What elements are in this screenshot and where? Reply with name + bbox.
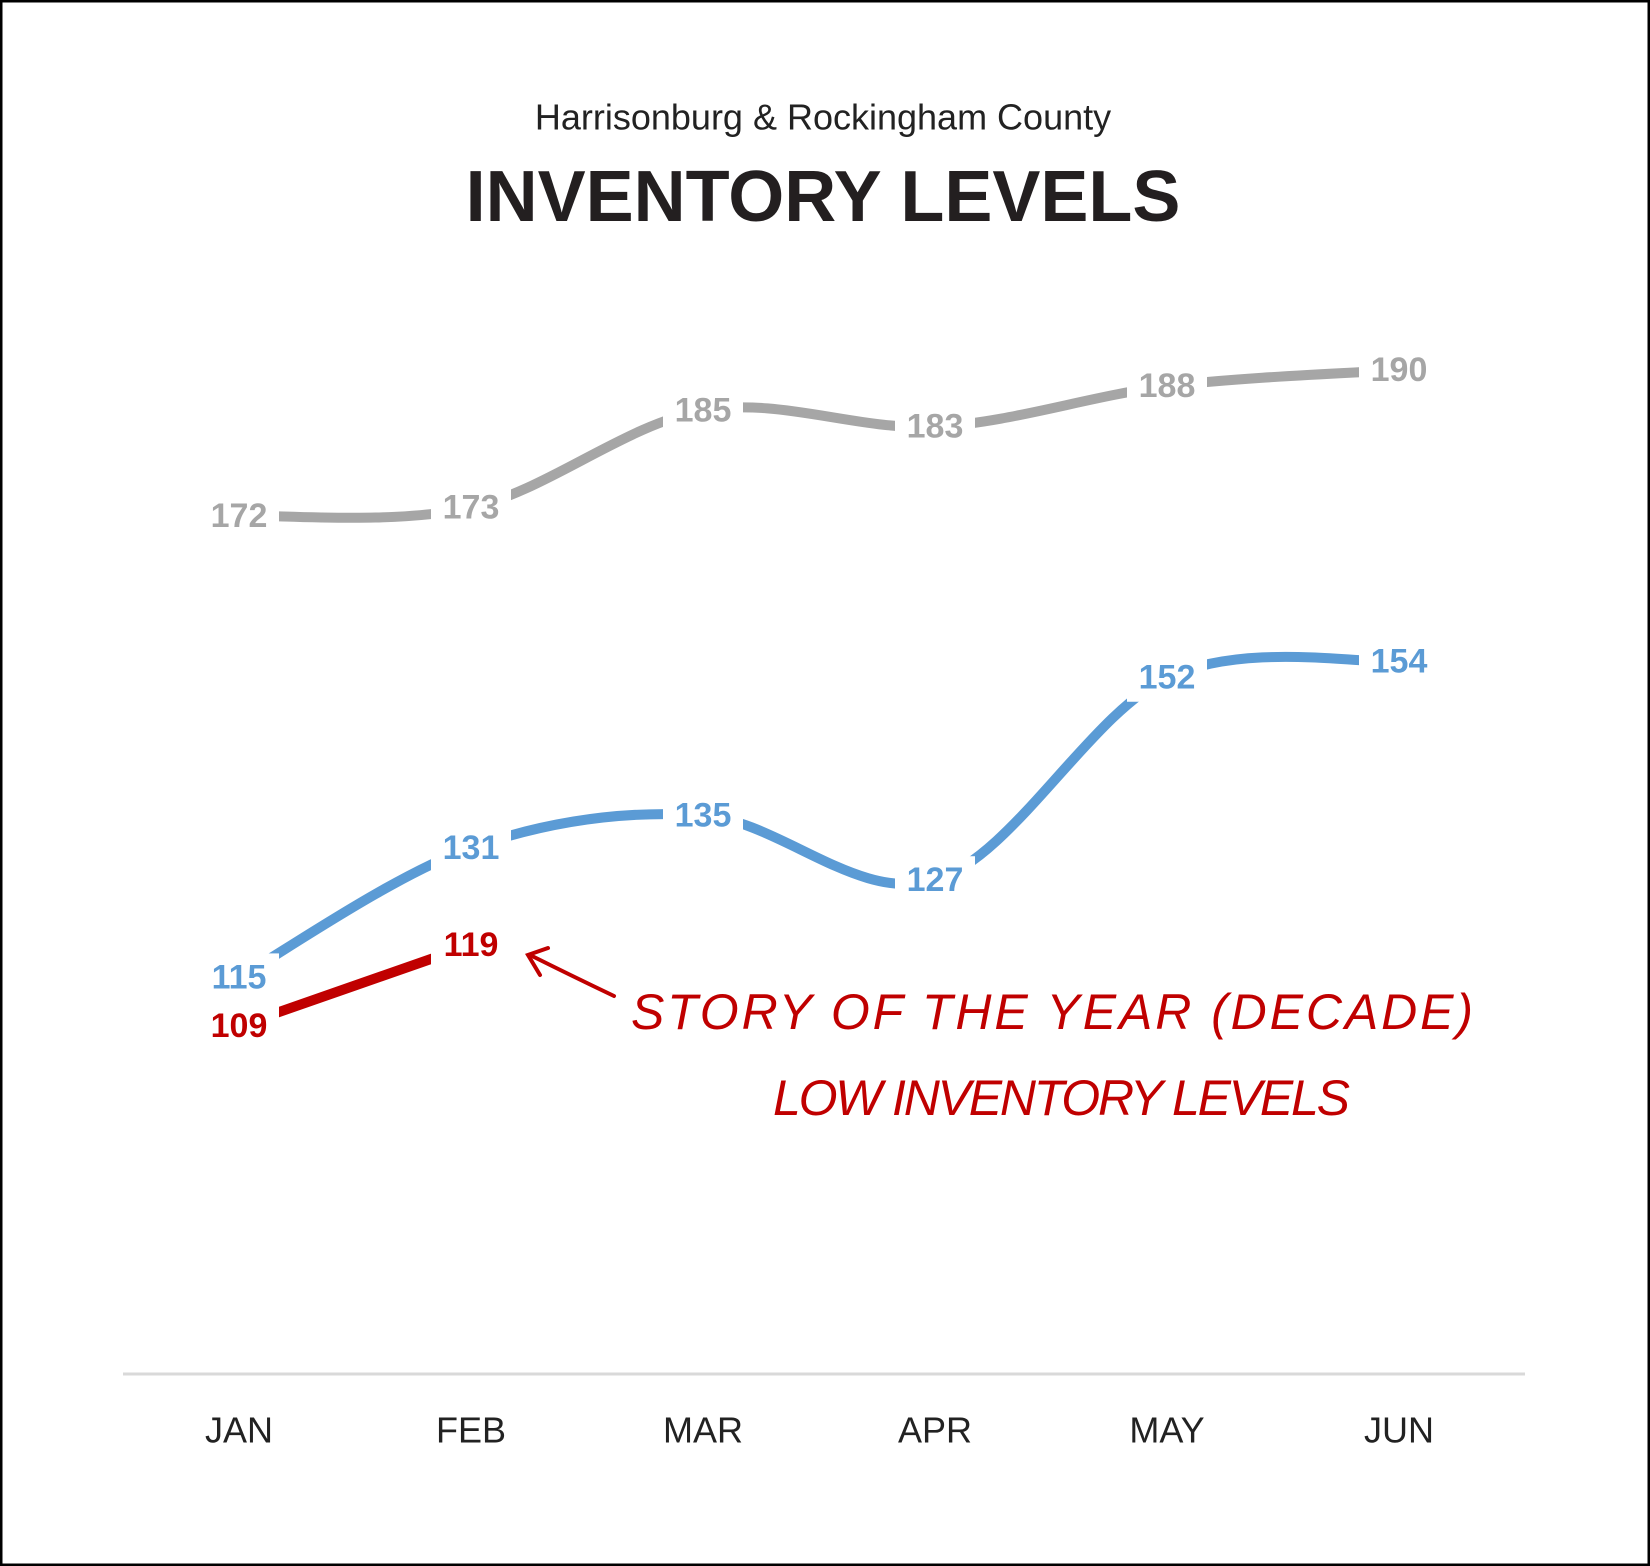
label-backdrop (199, 953, 279, 1002)
label-backdrop (199, 491, 279, 540)
data-label: 190 (1371, 351, 1428, 389)
x-tick-label: JUN (1364, 1410, 1434, 1451)
label-backdrop (431, 921, 511, 970)
data-label: 109 (211, 1007, 268, 1045)
data-label: 154 (1371, 643, 1428, 681)
chart-subtitle: Harrisonburg & Rockingham County (535, 97, 1111, 138)
x-tick-label: MAY (1129, 1410, 1204, 1451)
data-label: 115 (212, 958, 267, 996)
x-tick-label: JAN (205, 1410, 273, 1451)
data-label: 188 (1139, 367, 1196, 405)
label-backdrop (431, 823, 511, 872)
label-backdrop (895, 856, 975, 905)
annotation: STORY OF THE YEAR (DECADE) (631, 984, 1473, 1040)
label-backdrop (1127, 362, 1207, 411)
data-label: 152 (1139, 659, 1196, 697)
label-backdrop (199, 1002, 279, 1050)
label-backdrop (431, 483, 511, 532)
label-backdrop (1359, 637, 1439, 686)
data-label: 173 (443, 489, 500, 527)
plot: JAN FEB MAR APR MAY JUN 172 173 185 183 188 190 115 1… (199, 346, 1473, 1451)
data-label: 172 (211, 497, 268, 535)
label-backdrop (663, 386, 743, 435)
x-tick-label: FEB (436, 1410, 506, 1451)
data-label: 183 (907, 408, 964, 446)
x-tick-label: MAR (663, 1410, 743, 1451)
annotation: LOW INVENTORY LEVELS (773, 1070, 1350, 1126)
data-label: 131 (443, 829, 500, 867)
annotation-arrow (525, 946, 616, 998)
x-tick-label: APR (898, 1410, 972, 1451)
label-backdrop (1359, 346, 1439, 394)
label-backdrop (1127, 653, 1207, 702)
data-label: 127 (907, 861, 964, 899)
data-label: 185 (675, 391, 732, 429)
data-label: 135 (675, 796, 732, 834)
data-label: 119 (444, 926, 499, 964)
label-backdrop (895, 402, 975, 451)
chart-title: INVENTORY LEVELS (466, 157, 1181, 237)
label-backdrop (663, 791, 743, 840)
